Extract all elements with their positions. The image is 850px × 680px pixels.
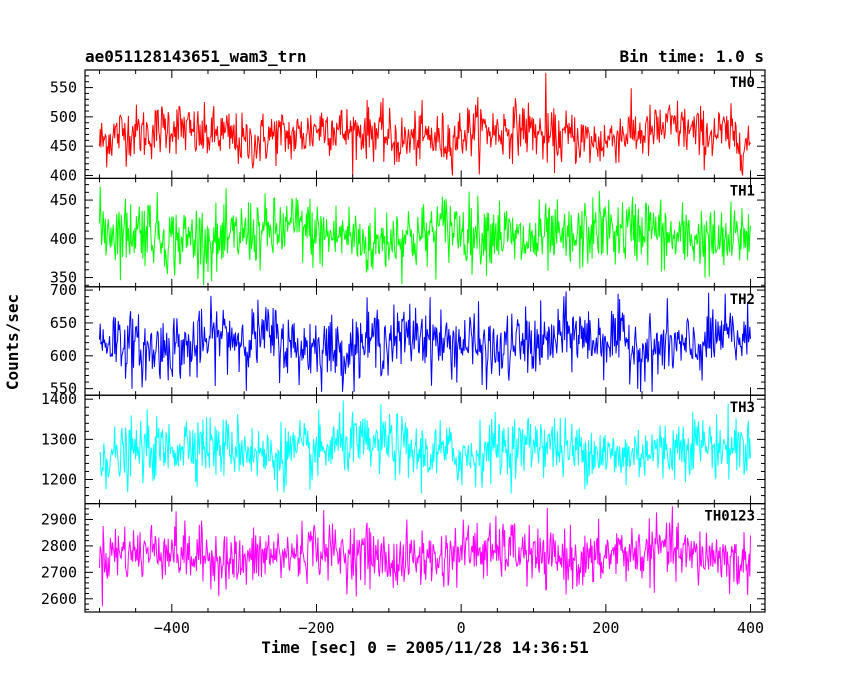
y-tick-label: 1200 (41, 471, 77, 489)
x-axis: −400 −200 0 200 400 (154, 619, 764, 637)
panel-name-label: TH0 (730, 75, 755, 91)
panel-name-label: TH3 (730, 400, 755, 416)
y-tick-label: 700 (50, 281, 77, 299)
y-tick-label: 400 (50, 230, 77, 248)
panel-th2: 550 600 650 700 TH2 (50, 281, 766, 398)
y-tick-label: 550 (50, 380, 77, 398)
y-tick-label: 350 (50, 269, 77, 287)
panel-th1: 350 400 450 TH1 (50, 177, 766, 288)
x-axis-label: Time [sec] 0 = 2005/11/28 14:36:51 (261, 638, 589, 657)
x-tick-label: 200 (592, 619, 619, 637)
panel-th3: 1200 1300 1400 TH3 (41, 390, 766, 505)
y-tick-label: 2900 (41, 510, 77, 528)
series-line-th2 (99, 291, 751, 392)
y-axis-label: Counts/sec (3, 294, 22, 390)
x-tick-label: 0 (457, 619, 466, 637)
x-tick-label: −200 (298, 619, 334, 637)
chart-title: ae051128143651_wam3_trn (85, 47, 307, 66)
y-tick-label: 550 (50, 79, 77, 97)
series-line-th1 (99, 186, 751, 286)
panel-th0: 400 450 500 550 TH0 (50, 69, 766, 184)
y-tick-label: 1300 (41, 430, 77, 448)
panel-th0123: 2600 2700 2800 2900 TH0123 (41, 503, 766, 613)
x-tick-label: 400 (737, 619, 764, 637)
bin-time-label: Bin time: 1.0 s (620, 47, 765, 66)
x-tick-label: −400 (154, 619, 190, 637)
y-tick-label: 450 (50, 191, 77, 209)
panel-name-label: TH0123 (704, 509, 755, 525)
y-tick-label: 450 (50, 137, 77, 155)
y-tick-label: 600 (50, 347, 77, 365)
y-tick-label: 2600 (41, 590, 77, 608)
y-tick-label: 2800 (41, 537, 77, 555)
panel-name-label: TH1 (730, 183, 755, 199)
series-line-th3 (99, 400, 751, 494)
y-tick-label: 2700 (41, 563, 77, 581)
series-line-th0 (99, 72, 751, 176)
series-line-th0123 (99, 506, 751, 607)
panels-group: 400 450 500 550 TH0 350 400 450 TH1 550 600 650 700 T… (41, 69, 766, 613)
y-tick-label: 650 (50, 314, 77, 332)
y-tick-label: 500 (50, 108, 77, 126)
panel-name-label: TH2 (730, 292, 755, 308)
y-tick-label: 1400 (41, 390, 77, 408)
y-tick-label: 400 (50, 166, 77, 184)
